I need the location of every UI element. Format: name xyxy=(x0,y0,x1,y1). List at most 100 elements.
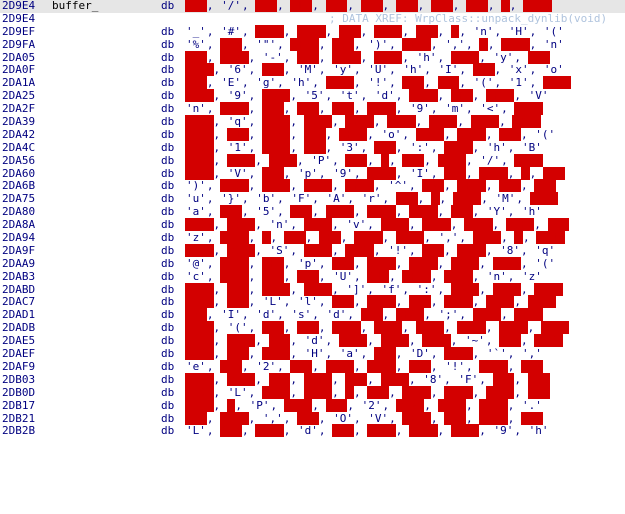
byte-value[interactable]: 'z' xyxy=(522,269,542,283)
highlighted-byte[interactable]: 0DDh xyxy=(514,102,543,116)
byte-value[interactable]: '8' xyxy=(500,243,520,257)
highlighted-byte[interactable]: 0FFh xyxy=(402,411,431,425)
byte-value[interactable]: ',' xyxy=(522,347,542,361)
highlighted-byte[interactable]: 80h xyxy=(332,256,354,270)
highlighted-byte[interactable]: 0FEh xyxy=(472,308,502,322)
highlighted-byte[interactable]: 0DEh xyxy=(297,24,326,38)
highlighted-byte[interactable]: 93h xyxy=(422,243,445,257)
byte-value[interactable]: 'H' xyxy=(304,347,325,361)
highlighted-byte[interactable]: 0C7h xyxy=(185,372,214,386)
byte-value[interactable]: 'O' xyxy=(333,411,353,425)
address[interactable]: 2DAC7 xyxy=(2,295,36,309)
highlighted-byte[interactable]: 0F8h xyxy=(220,50,249,64)
highlighted-byte[interactable]: 1Ch xyxy=(360,308,383,322)
listing-row[interactable]: 2DA0F db 0EFh, '6', 9Bh, 'M', 'y', 'U', 'h… xyxy=(0,63,625,77)
listing-row[interactable]: 2DAC7 db 0D0h, 1Bh, 'L', 'l', 88h, 0E7h, 1… xyxy=(0,295,625,309)
byte-value[interactable]: 'n' xyxy=(186,102,206,116)
highlighted-byte[interactable]: 6 xyxy=(521,166,530,180)
highlighted-byte[interactable]: 13h xyxy=(450,205,473,219)
byte-value[interactable]: 'a' xyxy=(186,205,206,219)
highlighted-byte[interactable]: 18h xyxy=(290,205,313,219)
byte-value[interactable]: ',' xyxy=(438,231,459,245)
byte-value[interactable]: 'f' xyxy=(381,282,402,296)
listing-row[interactable]: 2D9E4 ; DATA XREF: WrpClass::unpack_dynli… xyxy=(0,11,625,26)
byte-value[interactable]: 'y' xyxy=(493,50,514,64)
highlighted-byte[interactable]: 1Ah xyxy=(332,424,354,438)
highlighted-byte[interactable]: 99h xyxy=(325,398,348,412)
highlighted-byte[interactable]: 8Eh xyxy=(527,385,550,399)
byte-value[interactable]: 'e' xyxy=(186,359,206,373)
byte-value[interactable]: 'H' xyxy=(508,24,529,38)
highlighted-byte[interactable]: 0F6h xyxy=(437,153,466,167)
highlighted-byte[interactable]: 0BCh xyxy=(303,282,333,296)
highlighted-byte[interactable]: 0D0h xyxy=(261,115,291,129)
byte-value[interactable]: '(' xyxy=(535,256,556,270)
listing-row[interactable]: 2DA4C db 0A0h, '1', 0DEh, 1Eh, '3', 0Ch, '… xyxy=(0,140,625,155)
address[interactable]: 2D9E4 xyxy=(2,11,36,25)
highlighted-byte[interactable]: 0Eh xyxy=(542,166,565,180)
highlighted-byte[interactable]: 0C3h xyxy=(367,166,396,180)
highlighted-byte[interactable]: 3 xyxy=(479,37,488,51)
byte-value[interactable]: 'U' xyxy=(368,63,389,77)
byte-value[interactable]: 's' xyxy=(291,308,312,322)
highlighted-byte[interactable]: 0D9h xyxy=(345,243,374,257)
byte-value[interactable]: '/' xyxy=(221,0,241,12)
byte-value[interactable]: 'y' xyxy=(333,63,353,77)
byte-value[interactable]: 'A' xyxy=(326,192,347,206)
highlighted-byte[interactable]: 0AAh xyxy=(226,372,256,386)
byte-value[interactable]: '5' xyxy=(304,89,325,103)
byte-value[interactable]: '8' xyxy=(423,372,444,386)
highlighted-byte[interactable]: 0B0h xyxy=(185,89,214,103)
byte-value[interactable]: '!' xyxy=(388,243,408,257)
highlighted-byte[interactable]: 0EEh xyxy=(514,153,543,167)
byte-value[interactable]: 'B' xyxy=(522,140,542,154)
highlighted-byte[interactable]: 27h xyxy=(303,127,326,141)
highlighted-byte[interactable]: 9 xyxy=(430,192,440,206)
byte-value[interactable]: 'U' xyxy=(333,269,353,283)
highlighted-byte[interactable]: 3 xyxy=(450,24,460,38)
byte-value[interactable]: '~' xyxy=(465,334,485,348)
highlighted-byte[interactable]: 0DAh xyxy=(373,321,403,335)
highlighted-byte[interactable]: 0F0h xyxy=(345,179,374,193)
byte-value[interactable]: 'h' xyxy=(522,205,542,219)
highlighted-byte[interactable]: 27h xyxy=(226,347,249,361)
byte-value[interactable]: '9' xyxy=(410,102,430,116)
byte-value[interactable]: 'g' xyxy=(256,76,277,90)
address[interactable]: 2DA80 xyxy=(2,205,36,219)
byte-value[interactable]: 'P' xyxy=(249,398,270,412)
highlighted-byte[interactable]: 0E0h xyxy=(261,127,291,141)
byte-value[interactable]: '2' xyxy=(361,398,382,412)
highlighted-byte[interactable]: 81h xyxy=(437,76,460,90)
highlighted-byte[interactable]: 0C8h xyxy=(499,321,528,335)
byte-value[interactable]: 'n' xyxy=(543,37,564,51)
byte-value[interactable]: '<' xyxy=(480,102,501,116)
highlighted-byte[interactable]: 0A4h xyxy=(332,321,361,335)
highlighted-byte[interactable]: 0Ch xyxy=(373,140,396,154)
highlighted-byte[interactable]: 3 xyxy=(380,153,390,167)
listing-row[interactable]: 2DAE5 db 0C1h, 0C9h, 0Fh, 'd', 0C0h, 0D4h,… xyxy=(0,334,625,348)
highlighted-byte[interactable]: 0EDh xyxy=(367,205,396,219)
highlighted-byte[interactable]: 19h xyxy=(373,347,396,361)
highlighted-byte[interactable]: 0E0h xyxy=(452,192,482,206)
listing-row[interactable]: 2DAF9 db 'e', 87h, '2', 9Dh, 0D9h, 0ABh, 1… xyxy=(0,359,625,374)
byte-value[interactable]: 'h' xyxy=(486,140,507,154)
byte-value[interactable]: 'd' xyxy=(374,89,395,103)
highlighted-byte[interactable]: 0F1h xyxy=(512,115,541,129)
highlighted-byte[interactable]: 99h xyxy=(527,372,550,386)
highlighted-byte[interactable]: 9Ch xyxy=(430,0,453,12)
byte-value[interactable]: 'I' xyxy=(221,308,241,322)
address[interactable]: 2DA05 xyxy=(2,50,36,64)
highlighted-byte[interactable]: 0D7h xyxy=(492,256,521,270)
byte-value[interactable]: 'd' xyxy=(298,424,318,438)
address[interactable]: 2DA1A xyxy=(2,76,36,90)
address[interactable]: 2DA4C xyxy=(2,140,36,154)
highlighted-byte[interactable]: '6' xyxy=(325,0,348,12)
highlighted-byte[interactable]: 0B1h xyxy=(261,282,291,296)
highlighted-byte[interactable]: 81h xyxy=(367,269,390,283)
highlighted-byte[interactable]: 0CFh xyxy=(303,372,333,386)
byte-value[interactable]: 'o' xyxy=(381,127,402,141)
highlighted-byte[interactable]: 98h xyxy=(220,424,242,438)
listing-row[interactable]: 2DA80 db 'a', 97h, '5', 18h, 0DBh, 0EDh, 0… xyxy=(0,205,625,219)
highlighted-byte[interactable]: 0F2h xyxy=(290,37,319,51)
address[interactable]: 2DB0D xyxy=(2,385,36,399)
